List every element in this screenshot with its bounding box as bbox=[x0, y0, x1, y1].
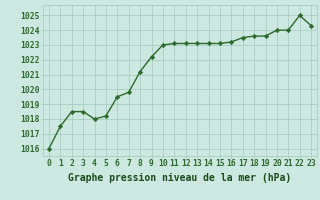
X-axis label: Graphe pression niveau de la mer (hPa): Graphe pression niveau de la mer (hPa) bbox=[68, 173, 292, 183]
